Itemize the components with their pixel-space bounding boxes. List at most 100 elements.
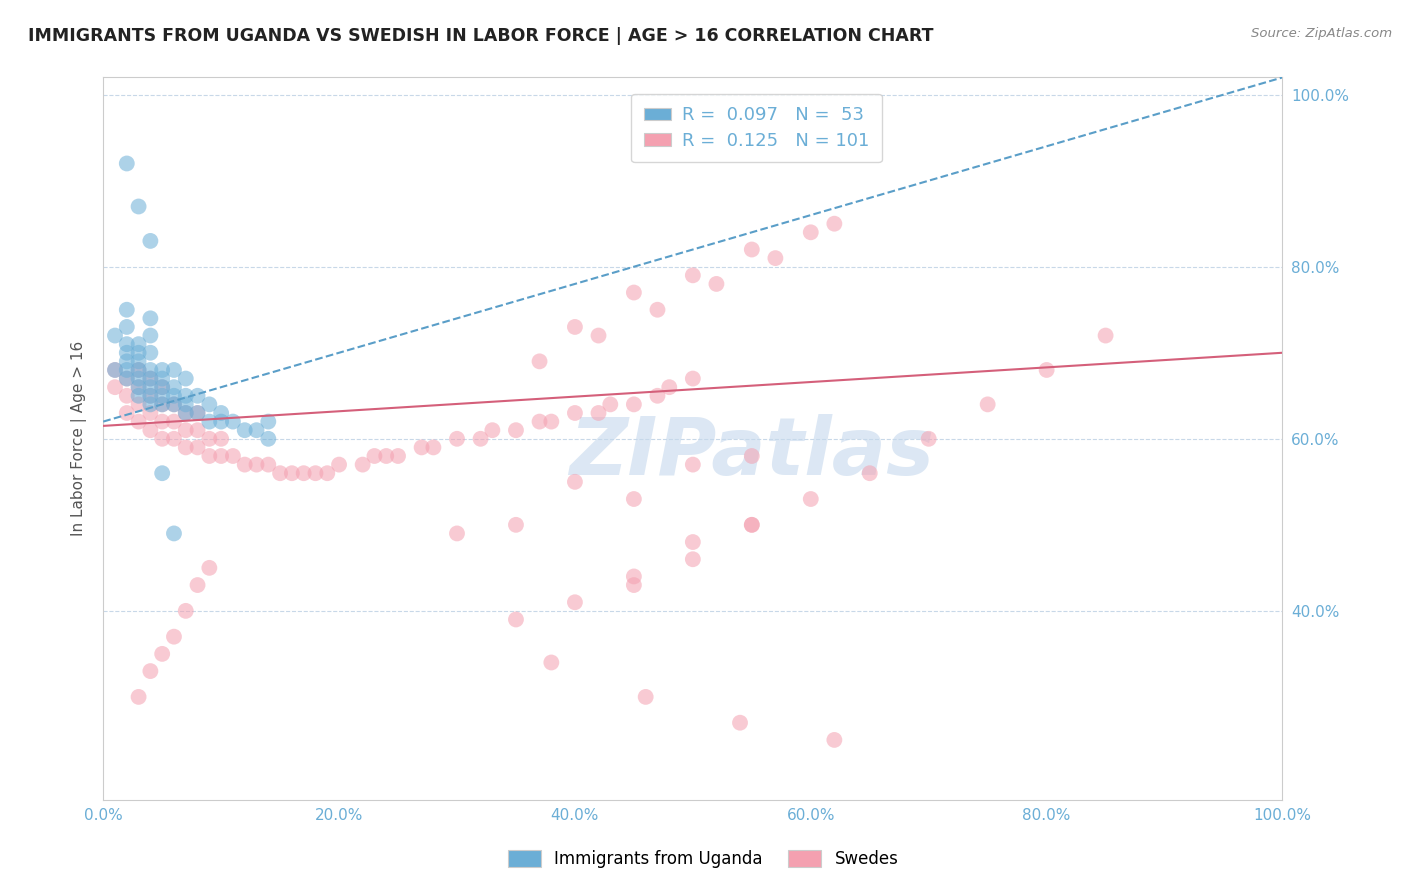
Point bbox=[163, 363, 186, 377]
Point bbox=[104, 363, 127, 377]
Point bbox=[540, 415, 562, 429]
Point bbox=[187, 389, 209, 403]
Point bbox=[187, 406, 209, 420]
Point bbox=[741, 517, 763, 532]
Point bbox=[198, 561, 221, 575]
Point bbox=[682, 458, 704, 472]
Point bbox=[128, 199, 150, 213]
Point bbox=[139, 371, 162, 385]
Point bbox=[139, 389, 162, 403]
Point bbox=[174, 406, 197, 420]
Point bbox=[139, 363, 162, 377]
Point bbox=[564, 595, 586, 609]
Text: IMMIGRANTS FROM UGANDA VS SWEDISH IN LABOR FORCE | AGE > 16 CORRELATION CHART: IMMIGRANTS FROM UGANDA VS SWEDISH IN LAB… bbox=[28, 27, 934, 45]
Point bbox=[163, 397, 186, 411]
Point bbox=[257, 458, 280, 472]
Point bbox=[104, 380, 127, 394]
Point bbox=[245, 458, 267, 472]
Point bbox=[174, 441, 197, 455]
Point bbox=[1035, 363, 1057, 377]
Point bbox=[104, 328, 127, 343]
Point bbox=[115, 389, 138, 403]
Point bbox=[599, 397, 621, 411]
Point bbox=[139, 234, 162, 248]
Point bbox=[658, 380, 681, 394]
Point bbox=[163, 389, 186, 403]
Point bbox=[150, 380, 173, 394]
Point bbox=[269, 467, 291, 481]
Point bbox=[128, 363, 150, 377]
Point bbox=[209, 432, 232, 446]
Point bbox=[245, 423, 267, 437]
Point bbox=[647, 302, 669, 317]
Point bbox=[150, 380, 173, 394]
Point bbox=[328, 458, 350, 472]
Point bbox=[128, 371, 150, 385]
Point bbox=[363, 449, 385, 463]
Point bbox=[763, 251, 786, 265]
Point bbox=[304, 467, 326, 481]
Point bbox=[623, 569, 645, 583]
Point bbox=[150, 647, 173, 661]
Point bbox=[128, 363, 150, 377]
Point bbox=[139, 397, 162, 411]
Point bbox=[115, 156, 138, 170]
Point bbox=[682, 535, 704, 549]
Point bbox=[505, 517, 527, 532]
Point bbox=[257, 415, 280, 429]
Point bbox=[128, 397, 150, 411]
Point bbox=[187, 423, 209, 437]
Point bbox=[446, 526, 468, 541]
Point bbox=[706, 277, 728, 291]
Point bbox=[222, 415, 245, 429]
Point bbox=[163, 380, 186, 394]
Point bbox=[352, 458, 374, 472]
Point bbox=[823, 733, 845, 747]
Point bbox=[104, 363, 127, 377]
Point bbox=[505, 423, 527, 437]
Point bbox=[163, 526, 186, 541]
Point bbox=[128, 380, 150, 394]
Point bbox=[115, 371, 138, 385]
Point bbox=[128, 345, 150, 359]
Point bbox=[139, 380, 162, 394]
Point bbox=[198, 432, 221, 446]
Point bbox=[115, 371, 138, 385]
Point bbox=[529, 415, 551, 429]
Point bbox=[163, 630, 186, 644]
Point bbox=[128, 389, 150, 403]
Point bbox=[187, 578, 209, 592]
Point bbox=[623, 285, 645, 300]
Point bbox=[150, 371, 173, 385]
Point bbox=[823, 217, 845, 231]
Point bbox=[174, 423, 197, 437]
Point bbox=[128, 415, 150, 429]
Point bbox=[139, 664, 162, 678]
Point bbox=[163, 415, 186, 429]
Point bbox=[115, 320, 138, 334]
Point bbox=[198, 415, 221, 429]
Text: ZIPatlas: ZIPatlas bbox=[569, 414, 935, 492]
Point bbox=[800, 491, 823, 506]
Point bbox=[128, 337, 150, 351]
Point bbox=[115, 302, 138, 317]
Point bbox=[1094, 328, 1116, 343]
Point bbox=[163, 397, 186, 411]
Y-axis label: In Labor Force | Age > 16: In Labor Force | Age > 16 bbox=[72, 341, 87, 536]
Point bbox=[115, 354, 138, 368]
Point bbox=[187, 441, 209, 455]
Point bbox=[422, 441, 444, 455]
Point bbox=[682, 371, 704, 385]
Point bbox=[800, 225, 823, 239]
Point bbox=[174, 371, 197, 385]
Point bbox=[115, 337, 138, 351]
Point bbox=[682, 268, 704, 283]
Point bbox=[174, 389, 197, 403]
Point bbox=[150, 397, 173, 411]
Point bbox=[859, 467, 882, 481]
Point bbox=[470, 432, 492, 446]
Point bbox=[281, 467, 304, 481]
Point bbox=[128, 354, 150, 368]
Point bbox=[918, 432, 941, 446]
Point bbox=[174, 604, 197, 618]
